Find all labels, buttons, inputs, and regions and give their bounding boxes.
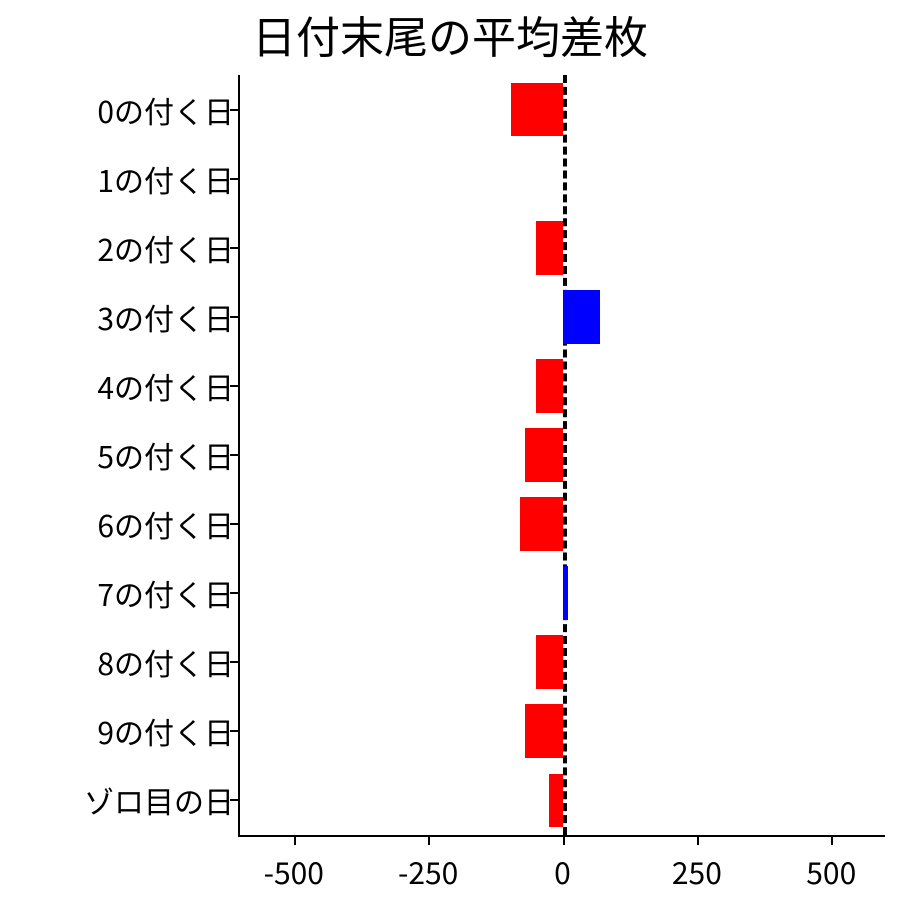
bar xyxy=(520,497,563,551)
bar xyxy=(511,83,562,137)
x-tick-label: -250 xyxy=(398,849,458,893)
bar xyxy=(563,290,601,344)
x-tick-mark xyxy=(697,835,699,845)
y-tick-label: 4の付く日 xyxy=(97,364,234,408)
bar xyxy=(563,566,568,620)
x-tick-label: 500 xyxy=(806,849,856,893)
bar xyxy=(536,359,563,413)
y-tick-label: 3の付く日 xyxy=(97,295,234,339)
x-tick-label: 0 xyxy=(554,849,571,893)
x-tick-mark xyxy=(294,835,296,845)
bar xyxy=(525,704,563,758)
y-tick-label: 0の付く日 xyxy=(97,88,234,132)
chart-title: 日付末尾の平均差枚 xyxy=(0,2,900,66)
plot-area: 0の付く日1の付く日2の付く日3の付く日4の付く日5の付く日6の付く日7の付く日… xyxy=(240,75,885,835)
chart-container: 日付末尾の平均差枚 0の付く日1の付く日2の付く日3の付く日4の付く日5の付く日… xyxy=(0,0,900,900)
zero-reference-line xyxy=(563,75,567,835)
x-tick-label: -500 xyxy=(264,849,324,893)
y-tick-label: 2の付く日 xyxy=(97,226,234,270)
x-tick-mark xyxy=(428,835,430,845)
y-axis-line xyxy=(238,75,240,837)
y-tick-label: 7の付く日 xyxy=(97,571,234,615)
x-tick-mark xyxy=(563,835,565,845)
bar xyxy=(549,774,562,828)
bar xyxy=(536,221,563,275)
y-tick-label: 1の付く日 xyxy=(97,157,234,201)
x-tick-mark xyxy=(831,835,833,845)
x-tick-label: 250 xyxy=(672,849,722,893)
y-tick-label: ゾロ目の日 xyxy=(84,778,234,822)
y-tick-label: 6の付く日 xyxy=(97,502,234,546)
y-tick-label: 9の付く日 xyxy=(97,709,234,753)
bar xyxy=(536,635,563,689)
bar xyxy=(525,428,563,482)
y-tick-label: 5の付く日 xyxy=(97,433,234,477)
y-tick-label: 8の付く日 xyxy=(97,640,234,684)
